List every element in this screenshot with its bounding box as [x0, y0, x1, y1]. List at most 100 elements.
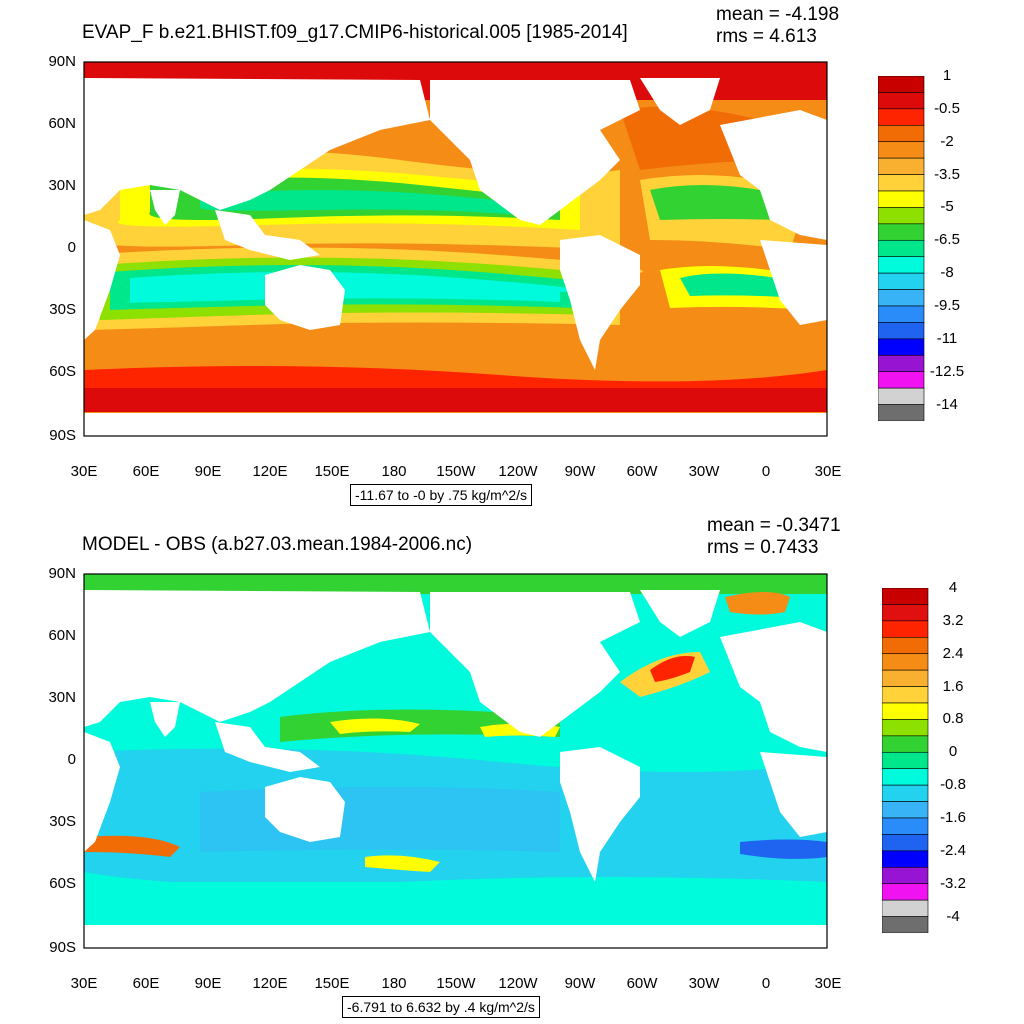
colorbar-cell: [882, 702, 929, 720]
panel1-xtick: 60E: [132, 463, 160, 480]
panel2-xtick: 120W: [498, 975, 538, 992]
colorbar-label: 4: [948, 579, 958, 596]
panel1-title: EVAP_F b.e21.BHIST.f09_g17.CMIP6-histori…: [82, 22, 628, 43]
colorbar-cell: [878, 256, 925, 274]
panel1-xtick: 120E: [252, 463, 288, 480]
colorbar-cell: [878, 124, 925, 143]
panel2-xtick: 180: [381, 975, 407, 992]
colorbar-label: -11: [936, 329, 958, 347]
colorbar-cell: [878, 239, 925, 258]
colorbar-label: -14: [936, 395, 958, 413]
colorbar-cell: [882, 817, 929, 835]
colorbar-cell: [882, 784, 929, 802]
panel1-xtick: 0: [761, 463, 771, 480]
colorbar-cell: [878, 322, 925, 340]
colorbar-cell: [882, 669, 929, 687]
colorbar-cell: [878, 157, 925, 175]
panel2-ytick: 0: [67, 751, 76, 768]
panel2-xtick: 30E: [814, 975, 842, 992]
colorbar-label: 1.6: [942, 677, 964, 695]
panel1-xtick: 30E: [70, 463, 98, 480]
colorbar-cell: [878, 371, 925, 389]
panel2-map: [83, 573, 828, 949]
colorbar-cell: [882, 735, 929, 753]
colorbar-label: -2.4: [940, 841, 966, 859]
panel1-ytick: 60N: [48, 115, 76, 132]
panel1-plot-frame: [83, 61, 828, 437]
panel2-xtick: 90E: [194, 975, 222, 992]
panel1-ytick: 30S: [49, 301, 76, 318]
colorbar-cell: [878, 404, 925, 421]
colorbar-label: -0.5: [934, 99, 960, 117]
colorbar-cell: [882, 801, 929, 819]
colorbar-cell: [878, 174, 925, 192]
colorbar-label: -8: [940, 264, 954, 282]
panel2-xtick: 0: [761, 975, 771, 992]
panel2-xtick: 30W: [688, 975, 720, 992]
colorbar-label: -0.8: [940, 776, 966, 794]
panel2-xtick: 30E: [70, 975, 98, 992]
panel2-xtick: 90W: [564, 975, 596, 992]
panel2-rms: rms = 0.7433: [707, 537, 819, 558]
colorbar-label: 0.8: [942, 710, 964, 728]
colorbar-cell: [878, 108, 925, 126]
colorbar-cell: [882, 850, 929, 868]
panel1-xtick: 150E: [314, 463, 350, 480]
colorbar-label: -6.5: [934, 231, 960, 249]
colorbar-label: 2.4: [942, 644, 964, 662]
colorbar-cell: [878, 76, 925, 93]
colorbar-cell: [878, 338, 925, 356]
panel1-map: [83, 61, 828, 437]
colorbar-cell: [878, 289, 925, 307]
panel1-rms: rms = 4.613: [716, 26, 817, 47]
panel1-ytick: 0: [67, 239, 76, 256]
colorbar-cell: [878, 223, 925, 241]
panel2-mean: mean = -0.3471: [707, 515, 841, 536]
colorbar-cell: [882, 686, 929, 704]
panel1-xtick: 30E: [814, 463, 842, 480]
panel1-ytick: 90S: [49, 427, 76, 444]
colorbar-cell: [882, 899, 929, 917]
panel2-xtick: 150W: [436, 975, 476, 992]
panel2-ytick: 30S: [49, 813, 76, 830]
panel1-ytick: 90N: [48, 53, 76, 70]
colorbar-label: -3.5: [934, 165, 960, 183]
colorbar-label: -12.5: [929, 362, 965, 380]
colorbar-cell: [878, 190, 925, 208]
colorbar-cell: [878, 141, 925, 159]
panel2-xtick: 150E: [314, 975, 350, 992]
panel1-colorbar: [878, 76, 925, 421]
colorbar-label: 3.2: [942, 611, 964, 629]
colorbar-cell: [882, 883, 929, 901]
panel2-ytick: 90S: [49, 939, 76, 956]
colorbar-label: 0: [948, 743, 958, 761]
panel2-colorbar: [882, 588, 929, 933]
panel1-mean: mean = -4.198: [716, 4, 840, 25]
panel1-xtick: 90W: [564, 463, 596, 480]
panel2-ytick: 90N: [48, 565, 76, 582]
colorbar-cell: [878, 207, 925, 225]
colorbar-cell: [882, 768, 929, 786]
panel1-xtick: 30W: [688, 463, 720, 480]
colorbar-cell: [882, 620, 929, 638]
panel1-land: [84, 78, 827, 436]
colorbar-label: -9.5: [934, 297, 960, 314]
panel1-contour-info: -11.67 to -0 by .75 kg/m^2/s: [350, 484, 533, 506]
colorbar-label: 1: [942, 67, 952, 84]
panel1-ytick: 30N: [48, 177, 76, 194]
panel1-xtick: 60W: [626, 463, 658, 480]
colorbar-cell: [882, 719, 929, 737]
colorbar-label: -2: [940, 132, 954, 150]
colorbar-cell: [882, 866, 929, 885]
colorbar-cell: [882, 834, 929, 852]
panel1-xtick: 90E: [194, 463, 222, 480]
colorbar-cell: [882, 751, 929, 770]
colorbar-cell: [882, 588, 929, 605]
colorbar-cell: [878, 272, 925, 290]
panel1-xtick: 180: [381, 463, 407, 480]
colorbar-label: -1.6: [940, 809, 966, 826]
colorbar-label: -4: [946, 907, 960, 925]
panel2-contour-info: -6.791 to 6.632 by .4 kg/m^2/s: [342, 996, 540, 1018]
colorbar-label: -3.2: [940, 874, 966, 892]
panel2-plot-frame: [83, 573, 828, 949]
